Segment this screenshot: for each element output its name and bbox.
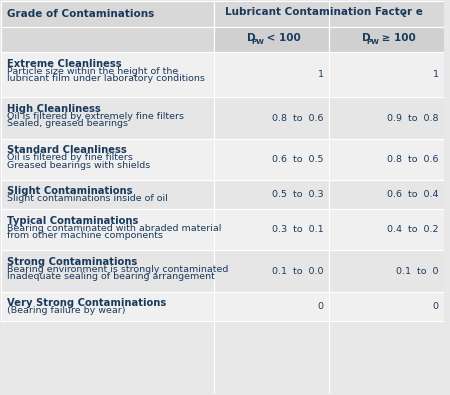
Bar [214, 2, 444, 27]
Text: Grade of Contaminations: Grade of Contaminations [7, 9, 154, 19]
Text: 0: 0 [432, 302, 439, 311]
Text: Typical Contaminations: Typical Contaminations [7, 216, 138, 226]
Text: 0.9  to  0.8: 0.9 to 0.8 [387, 114, 439, 122]
Bar [214, 250, 329, 292]
Text: Inadequate sealing of bearing arrangement: Inadequate sealing of bearing arrangemen… [7, 273, 215, 281]
Bar [214, 180, 329, 209]
Text: ≥ 100: ≥ 100 [378, 34, 416, 43]
Text: D: D [362, 33, 371, 43]
Bar [1, 209, 214, 250]
Bar [214, 139, 329, 180]
Text: Very Strong Contaminations: Very Strong Contaminations [7, 298, 166, 308]
Text: 0.4  to  0.2: 0.4 to 0.2 [387, 226, 439, 234]
Bar [329, 209, 444, 250]
Text: c: c [402, 10, 406, 19]
Text: Greased bearings with shields: Greased bearings with shields [7, 161, 150, 169]
Text: Extreme Cleanliness: Extreme Cleanliness [7, 58, 122, 69]
Text: 0.6  to  0.4: 0.6 to 0.4 [387, 190, 439, 199]
Bar [214, 27, 329, 53]
Bar [1, 180, 214, 209]
Bar [1, 292, 214, 321]
Text: lubricant film under laboratory conditions: lubricant film under laboratory conditio… [7, 74, 205, 83]
Text: (Bearing failure by wear): (Bearing failure by wear) [7, 306, 125, 315]
Text: 0.6  to  0.5: 0.6 to 0.5 [272, 155, 324, 164]
Bar [214, 98, 329, 139]
Text: 0: 0 [318, 302, 324, 311]
Bar [214, 292, 329, 321]
Text: PW: PW [366, 40, 379, 45]
Text: 0.3  to  0.1: 0.3 to 0.1 [272, 226, 324, 234]
Bar [214, 53, 329, 98]
Bar [329, 53, 444, 98]
Text: 0.8  to  0.6: 0.8 to 0.6 [387, 155, 439, 164]
Bar [1, 139, 214, 180]
Bar [1, 27, 214, 53]
Text: Bearing contaminated with abraded material: Bearing contaminated with abraded materi… [7, 224, 221, 233]
Text: PW: PW [251, 40, 264, 45]
Bar [329, 250, 444, 292]
Bar [1, 53, 214, 98]
Bar [329, 98, 444, 139]
Text: Standard Cleanliness: Standard Cleanliness [7, 145, 126, 155]
Text: Lubricant Contamination Factor e: Lubricant Contamination Factor e [225, 7, 423, 17]
Text: Oil is filtered by extremely fine filters: Oil is filtered by extremely fine filter… [7, 112, 184, 121]
Text: 0.1  to  0.0: 0.1 to 0.0 [272, 267, 324, 276]
Bar [1, 98, 214, 139]
Text: 1: 1 [432, 70, 439, 79]
Text: 0.8  to  0.6: 0.8 to 0.6 [272, 114, 324, 122]
Bar [329, 27, 444, 53]
Text: 1: 1 [318, 70, 324, 79]
Text: D: D [247, 33, 256, 43]
Text: Slight Contaminations: Slight Contaminations [7, 186, 132, 196]
Bar [329, 139, 444, 180]
Text: Bearing environment is strongly contaminated: Bearing environment is strongly contamin… [7, 265, 228, 274]
Text: Particle size within the height of the: Particle size within the height of the [7, 67, 178, 76]
Bar [329, 292, 444, 321]
Text: Slight contaminations inside of oil: Slight contaminations inside of oil [7, 194, 167, 203]
Text: Oil is filtered by fine filters: Oil is filtered by fine filters [7, 153, 133, 162]
Bar [214, 209, 329, 250]
Text: 0.1  to  0: 0.1 to 0 [396, 267, 439, 276]
Text: from other machine components: from other machine components [7, 231, 163, 240]
Text: < 100: < 100 [263, 34, 301, 43]
Text: 0.5  to  0.3: 0.5 to 0.3 [272, 190, 324, 199]
Text: Sealed, greased bearings: Sealed, greased bearings [7, 119, 128, 128]
Bar [1, 250, 214, 292]
Bar [329, 180, 444, 209]
Text: Strong Contaminations: Strong Contaminations [7, 257, 137, 267]
Text: High Cleanliness: High Cleanliness [7, 104, 100, 114]
Bar [1, 2, 214, 27]
